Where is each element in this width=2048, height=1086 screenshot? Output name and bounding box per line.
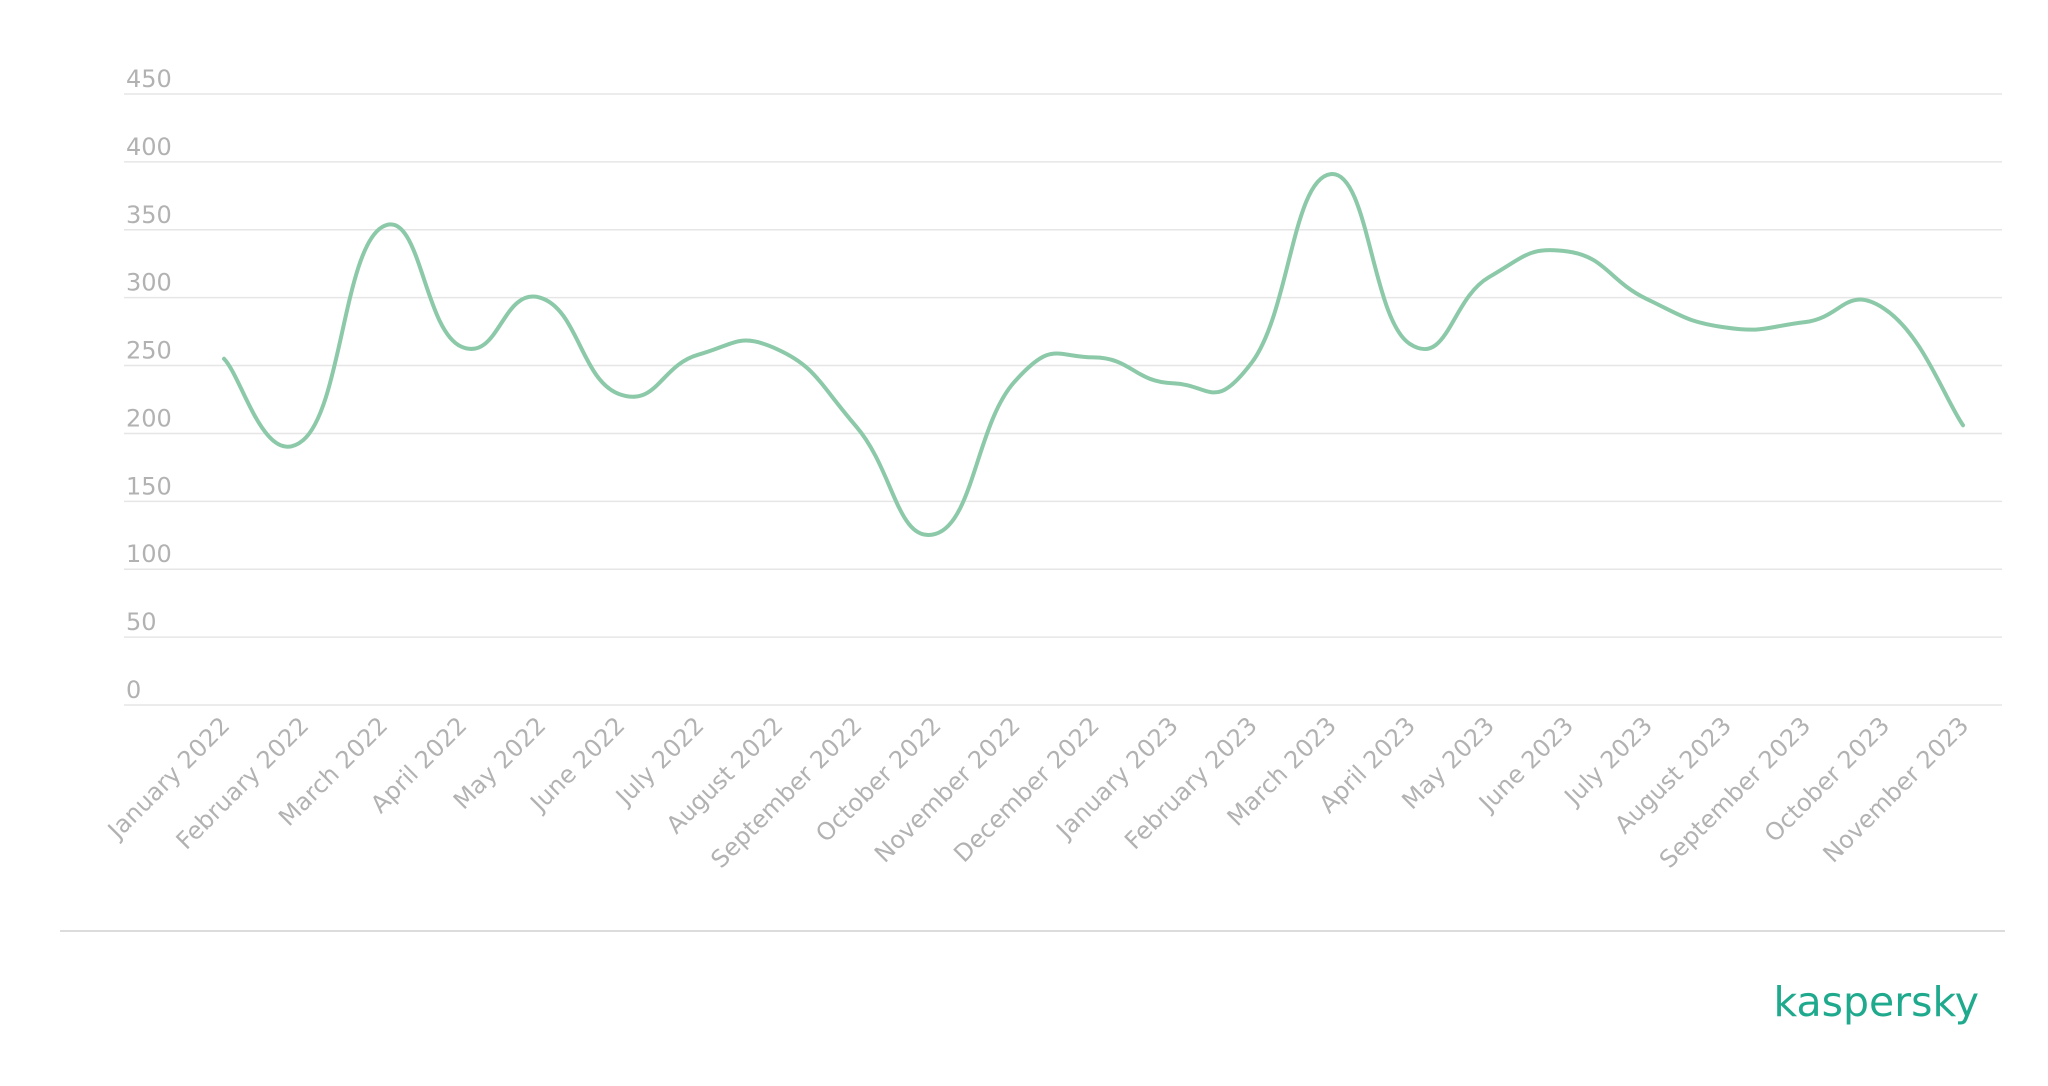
gridlines [124,93,2002,706]
series [222,172,1965,537]
x-tick-label: September 2022 [705,711,867,873]
y-tick-label: 400 [126,133,172,161]
x-tick-label: November 2023 [1818,711,1975,868]
y-tick-label: 450 [126,65,172,93]
kaspersky-logo: kaspersky [1773,978,1979,1026]
y-tick-label: 0 [126,676,141,704]
x-tick-label: September 2023 [1654,711,1816,873]
y-tick-label: 250 [126,337,172,365]
y-tick-label: 200 [126,404,172,432]
series-line [222,172,1965,537]
y-tick-label: 100 [126,540,172,568]
y-axis: 0 50 100 150 200 250 300 350 400 450 [126,65,172,704]
footer-divider [60,930,2005,932]
x-tick-label: December 2022 [948,711,1104,867]
y-tick-label: 150 [126,472,172,500]
y-tick-label: 50 [126,608,157,636]
x-tick-label: February 2022 [171,711,315,855]
y-tick-label: 350 [126,201,172,229]
x-tick-label: February 2023 [1119,711,1263,855]
y-tick-label: 300 [126,269,172,297]
x-tick-label: November 2022 [869,711,1026,868]
